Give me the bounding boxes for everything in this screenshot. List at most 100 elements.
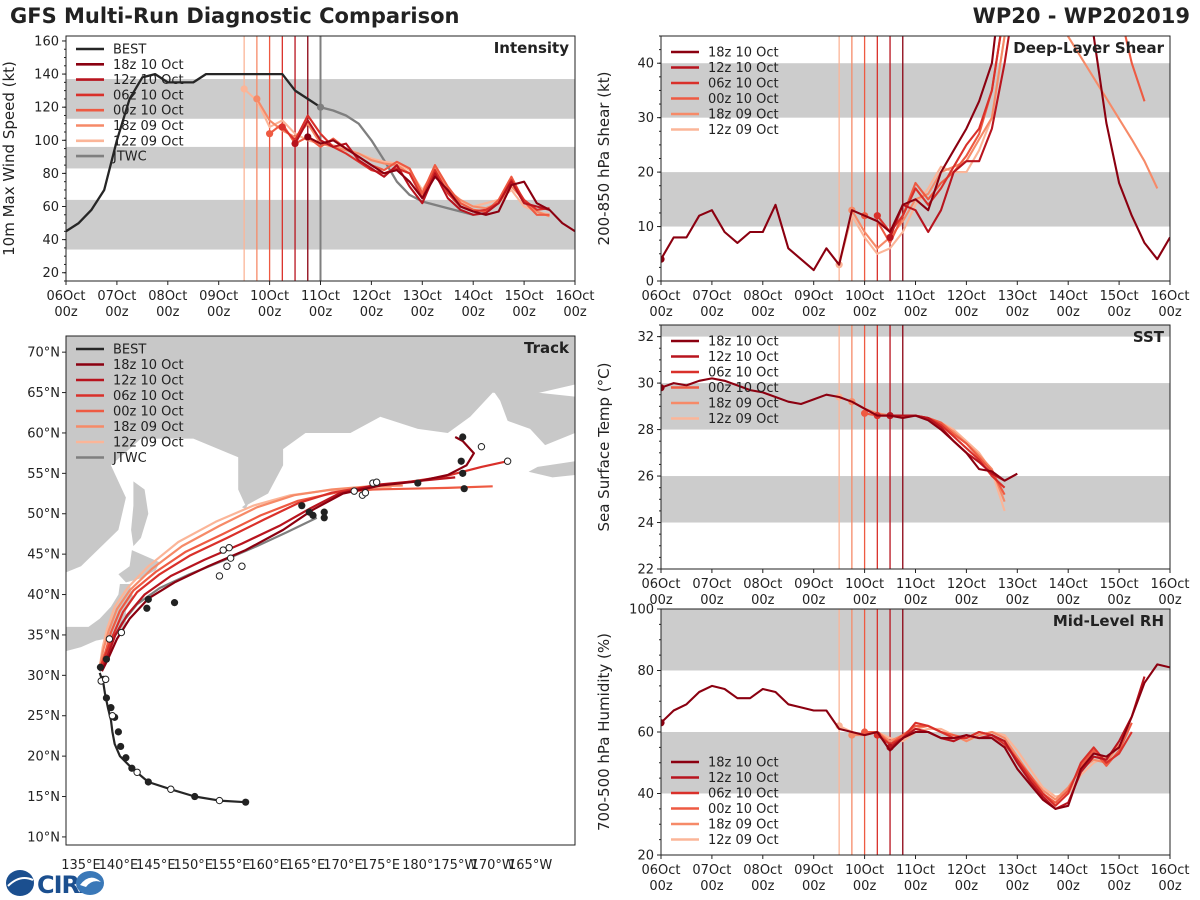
series-06z-10-oct (876, 721, 1133, 807)
y-tick-label: 40 (637, 787, 654, 802)
lat-label: 30°N (27, 669, 60, 684)
legend-label: 18z 10 Oct (708, 335, 779, 350)
x-tick-label: 08Oct (743, 863, 782, 878)
init-marker (266, 130, 274, 138)
position-marker-12z (105, 635, 114, 643)
landmass (241, 501, 250, 509)
track-best (98, 672, 246, 804)
y-tick-label: 80 (42, 167, 59, 182)
position-marker-00z (459, 469, 467, 477)
x-tick-label: 15Oct (1100, 577, 1139, 592)
legend-label: 12z 09 Oct (708, 123, 779, 138)
lat-label: 70°N (27, 346, 60, 361)
x-tick-label: 00z (802, 593, 826, 608)
y-axis-label: 700-500 hPa Humidity (%) (595, 633, 613, 831)
jtwc-marker (316, 103, 325, 111)
x-tick-label: 06Oct (641, 289, 680, 304)
threshold-band (661, 609, 1170, 671)
x-tick-label: 00z (1006, 879, 1030, 894)
init-marker (861, 409, 869, 417)
lon-label: 165°W (508, 858, 552, 873)
series-00z-10-oct (864, 36, 1146, 244)
x-tick-label: 07Oct (97, 289, 136, 304)
lon-label: 170°W (471, 858, 515, 873)
x-tick-label: 14Oct (1049, 863, 1088, 878)
lat-label: 45°N (27, 548, 60, 563)
landmass (488, 384, 575, 446)
x-tick-label: 00z (751, 879, 775, 894)
init-marker (661, 384, 665, 392)
x-tick-label: 00z (207, 305, 231, 320)
position-marker-00z (457, 457, 465, 465)
lon-label: 165°E (286, 858, 326, 873)
position-marker-00z (122, 754, 130, 762)
legend-label: 18z 09 Oct (708, 397, 779, 412)
x-tick-label: 00z (649, 305, 673, 320)
x-tick-label: 00z (105, 305, 129, 320)
y-tick-label: 160 (34, 34, 59, 49)
legend-label: 00z 10 Oct (708, 381, 779, 396)
x-tick-label: 09Oct (794, 577, 833, 592)
series-18z-10-oct (661, 663, 1170, 810)
x-tick-label: 00z (700, 305, 724, 320)
x-tick-label: 12Oct (947, 577, 986, 592)
lat-label: 20°N (27, 750, 60, 765)
init-marker (240, 85, 248, 93)
track-18z-10-oct (100, 436, 475, 672)
position-marker-00z (309, 511, 317, 519)
plot-area-rh (661, 609, 1170, 855)
x-tick-label: 13Oct (998, 577, 1037, 592)
x-tick-label: 16Oct (555, 289, 594, 304)
position-marker-12z (350, 487, 358, 495)
lon-label: 175°W (433, 858, 477, 873)
y-axis-label: Sea Surface Temp (°C) (595, 362, 613, 531)
x-tick-label: 00z (462, 305, 486, 320)
lat-label: 40°N (27, 588, 60, 603)
threshold-band (661, 325, 1170, 337)
position-marker-12z (372, 478, 381, 486)
legend-label: JTWC (112, 150, 147, 165)
y-tick-label: 40 (42, 233, 59, 248)
figure-title: GFS Multi-Run Diagnostic Comparison (10, 4, 460, 28)
legend-label: 06z 10 Oct (708, 366, 779, 381)
lon-label: 145°E (136, 858, 176, 873)
position-marker-00z (128, 764, 136, 772)
x-tick-label: 00z (1006, 305, 1030, 320)
lon-label: 155°E (211, 858, 251, 873)
legend-label: 18z 09 Oct (708, 108, 779, 123)
init-marker (253, 95, 261, 103)
legend-label: 12z 09 Oct (708, 833, 779, 848)
lat-label: 50°N (27, 507, 60, 522)
x-tick-label: 00z (1107, 305, 1131, 320)
legend-label: 18z 09 Oct (113, 420, 184, 435)
series-18z-10-oct (661, 36, 1170, 272)
x-tick-label: 00z (1057, 879, 1081, 894)
position-marker-12z (108, 712, 117, 720)
position-marker-00z (144, 778, 152, 786)
panel-title: Mid-Level RH (1053, 612, 1164, 630)
legend-label: 06z 10 Oct (113, 389, 184, 404)
plot-area-shear (661, 36, 1170, 281)
storm-id: WP20 - WP202019 (972, 4, 1190, 28)
lon-label: 160°E (248, 858, 288, 873)
chart-intensity: 2040608010012014016006Oct00z07Oct00z08Oc… (0, 34, 595, 320)
lat-label: 35°N (27, 628, 60, 643)
x-tick-label: 10Oct (845, 863, 884, 878)
legend-label: 12z 10 Oct (708, 771, 779, 786)
x-tick-label: 07Oct (692, 289, 731, 304)
init-marker (661, 719, 665, 727)
x-tick-label: 00z (853, 305, 877, 320)
legend-label: 18z 10 Oct (708, 46, 779, 61)
x-tick-label: 00z (700, 593, 724, 608)
x-tick-label: 00z (751, 305, 775, 320)
map-frame (65, 335, 576, 846)
x-tick-label: 15Oct (1100, 289, 1139, 304)
legend-label: 12z 10 Oct (113, 73, 184, 88)
x-tick-label: 00z (1158, 593, 1182, 608)
x-tick-label: 00z (1107, 879, 1131, 894)
x-tick-label: 00z (54, 305, 78, 320)
